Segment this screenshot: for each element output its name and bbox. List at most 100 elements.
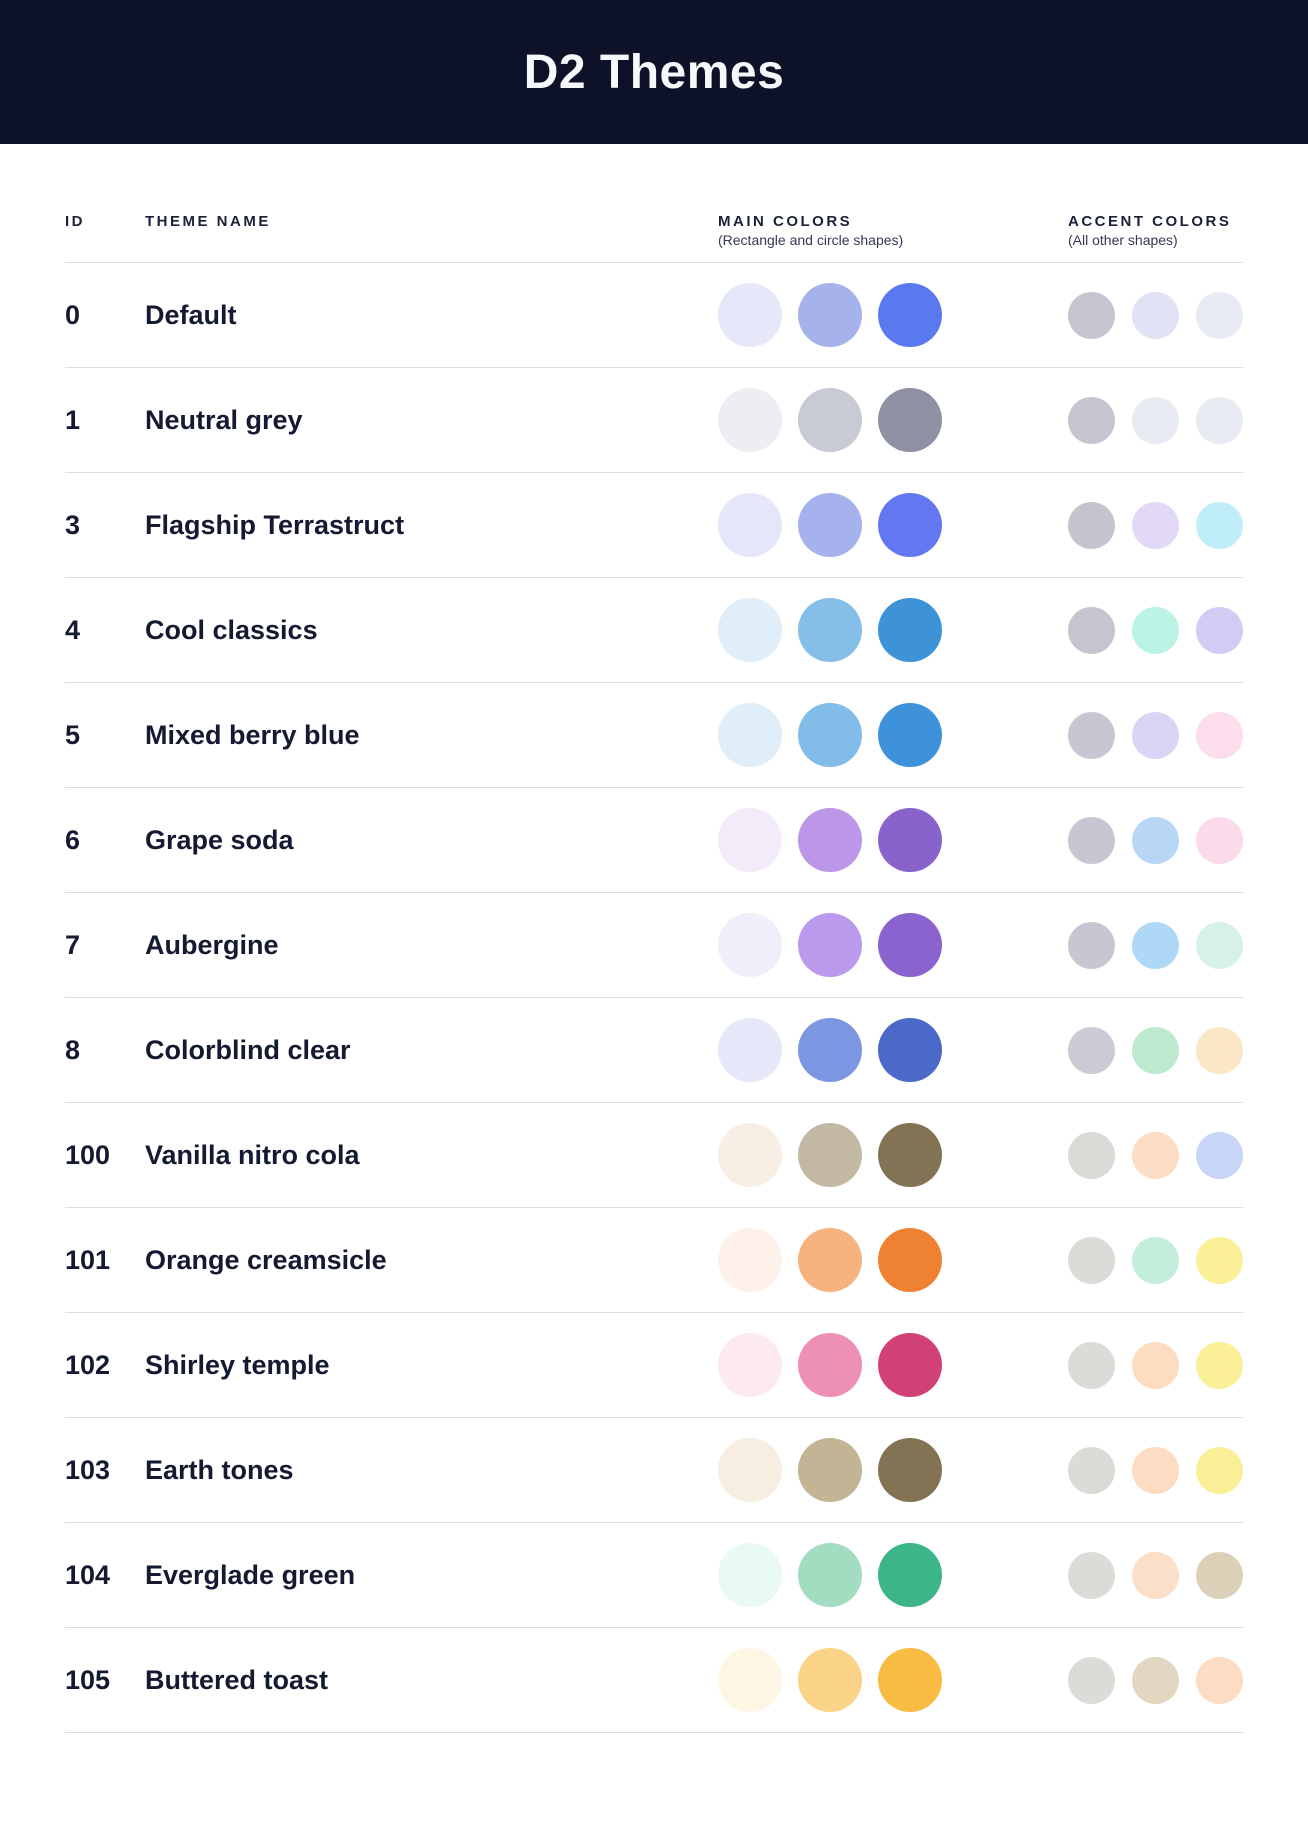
theme-name: Orange creamsicle: [145, 1244, 387, 1275]
theme-row-102: 102 Shirley temple: [65, 1312, 1243, 1417]
main-color-swatch-1: [718, 283, 782, 347]
theme-id: 105: [65, 1664, 111, 1695]
main-color-swatch-3: [878, 703, 942, 767]
theme-name: Vanilla nitro cola: [145, 1139, 360, 1170]
main-color-swatch-3: [878, 808, 942, 872]
main-color-swatches: [718, 283, 942, 347]
main-color-swatches: [718, 1543, 942, 1607]
accent-color-swatch-2: [1132, 1656, 1179, 1704]
accent-color-swatch-1: [1068, 1551, 1115, 1599]
main-color-swatch-1: [718, 1648, 782, 1712]
main-color-swatch-2: [798, 703, 862, 767]
main-color-swatch-3: [878, 388, 942, 452]
theme-id: 104: [65, 1559, 111, 1590]
main-color-swatch-2: [798, 1018, 862, 1082]
main-color-swatch-3: [878, 1018, 942, 1082]
theme-id: 102: [65, 1349, 111, 1380]
main-color-swatch-3: [878, 283, 942, 347]
page-header: D2 Themes: [0, 0, 1308, 144]
theme-row-6: 6 Grape soda: [65, 787, 1243, 892]
theme-name: Shirley temple: [145, 1349, 330, 1380]
main-color-swatch-2: [798, 808, 862, 872]
theme-row-7: 7 Aubergine: [65, 892, 1243, 997]
theme-row-104: 104 Everglade green: [65, 1522, 1243, 1627]
main-color-swatch-1: [718, 703, 782, 767]
main-color-swatch-3: [878, 1228, 942, 1292]
main-color-swatch-3: [878, 598, 942, 662]
accent-color-swatch-1: [1068, 396, 1115, 444]
theme-id: 7: [65, 929, 81, 960]
bottom-spacer: [0, 1733, 1308, 1813]
accent-color-swatches: [1068, 1236, 1243, 1284]
accent-color-swatch-2: [1132, 606, 1179, 654]
col-name-sublabel: [145, 232, 718, 252]
main-color-swatch-2: [798, 1228, 862, 1292]
accent-color-swatch-3: [1196, 1656, 1243, 1704]
theme-id: 4: [65, 614, 81, 645]
accent-color-swatches: [1068, 1131, 1243, 1179]
main-color-swatches: [718, 598, 942, 662]
col-id-sublabel: [65, 232, 145, 252]
theme-row-4: 4 Cool classics: [65, 577, 1243, 682]
accent-color-swatch-2: [1132, 711, 1179, 759]
column-head-accent-colors: ACCENT COLORS (All other shapes): [1068, 213, 1243, 252]
theme-id: 1: [65, 404, 81, 435]
theme-row-3: 3 Flagship Terrastruct: [65, 472, 1243, 577]
theme-id: 103: [65, 1454, 111, 1485]
accent-color-swatch-3: [1196, 1236, 1243, 1284]
theme-name: Mixed berry blue: [145, 719, 360, 750]
accent-color-swatch-1: [1068, 816, 1115, 864]
main-color-swatch-3: [878, 493, 942, 557]
accent-color-swatch-3: [1196, 1551, 1243, 1599]
theme-id: 100: [65, 1139, 111, 1170]
theme-id: 3: [65, 509, 81, 540]
theme-row-101: 101 Orange creamsicle: [65, 1207, 1243, 1312]
theme-row-103: 103 Earth tones: [65, 1417, 1243, 1522]
accent-color-swatch-3: [1196, 1026, 1243, 1074]
accent-color-swatch-1: [1068, 1446, 1115, 1494]
accent-color-swatch-2: [1132, 1026, 1179, 1074]
accent-color-swatch-2: [1132, 921, 1179, 969]
accent-color-swatches: [1068, 711, 1243, 759]
col-main-sublabel: (Rectangle and circle shapes): [718, 232, 904, 248]
main-color-swatch-3: [878, 913, 942, 977]
col-accent-sublabel: (All other shapes): [1068, 232, 1178, 248]
main-color-swatch-1: [718, 913, 782, 977]
theme-name: Earth tones: [145, 1454, 294, 1485]
accent-color-swatches: [1068, 1446, 1243, 1494]
main-color-swatches: [718, 1228, 942, 1292]
theme-name: Colorblind clear: [145, 1034, 351, 1065]
accent-color-swatch-1: [1068, 1656, 1115, 1704]
theme-name: Grape soda: [145, 824, 294, 855]
main-color-swatch-2: [798, 283, 862, 347]
page-title: D2 Themes: [523, 45, 785, 99]
main-color-swatch-3: [878, 1543, 942, 1607]
col-accent-label: ACCENT COLORS: [1068, 213, 1232, 230]
main-color-swatches: [718, 1123, 942, 1187]
main-color-swatch-1: [718, 1438, 782, 1502]
accent-color-swatch-1: [1068, 501, 1115, 549]
main-color-swatch-2: [798, 1543, 862, 1607]
theme-name: Everglade green: [145, 1559, 356, 1590]
main-color-swatches: [718, 913, 942, 977]
accent-color-swatch-1: [1068, 921, 1115, 969]
accent-color-swatch-2: [1132, 1446, 1179, 1494]
theme-row-8: 8 Colorblind clear: [65, 997, 1243, 1102]
accent-color-swatch-1: [1068, 606, 1115, 654]
accent-color-swatch-3: [1196, 501, 1243, 549]
accent-color-swatch-3: [1196, 1131, 1243, 1179]
main-color-swatch-1: [718, 808, 782, 872]
accent-color-swatches: [1068, 291, 1243, 339]
table-column-headers: ID THEME NAME MAIN COLORS (Rectangle and…: [0, 144, 1308, 262]
accent-color-swatch-3: [1196, 1341, 1243, 1389]
accent-color-swatch-2: [1132, 1341, 1179, 1389]
accent-color-swatch-1: [1068, 711, 1115, 759]
accent-color-swatch-3: [1196, 606, 1243, 654]
accent-color-swatch-2: [1132, 1551, 1179, 1599]
theme-id: 0: [65, 299, 81, 330]
main-color-swatch-3: [878, 1648, 942, 1712]
theme-name: Neutral grey: [145, 404, 303, 435]
accent-color-swatch-1: [1068, 1026, 1115, 1074]
col-main-label: MAIN COLORS: [718, 213, 853, 230]
accent-color-swatch-1: [1068, 291, 1115, 339]
